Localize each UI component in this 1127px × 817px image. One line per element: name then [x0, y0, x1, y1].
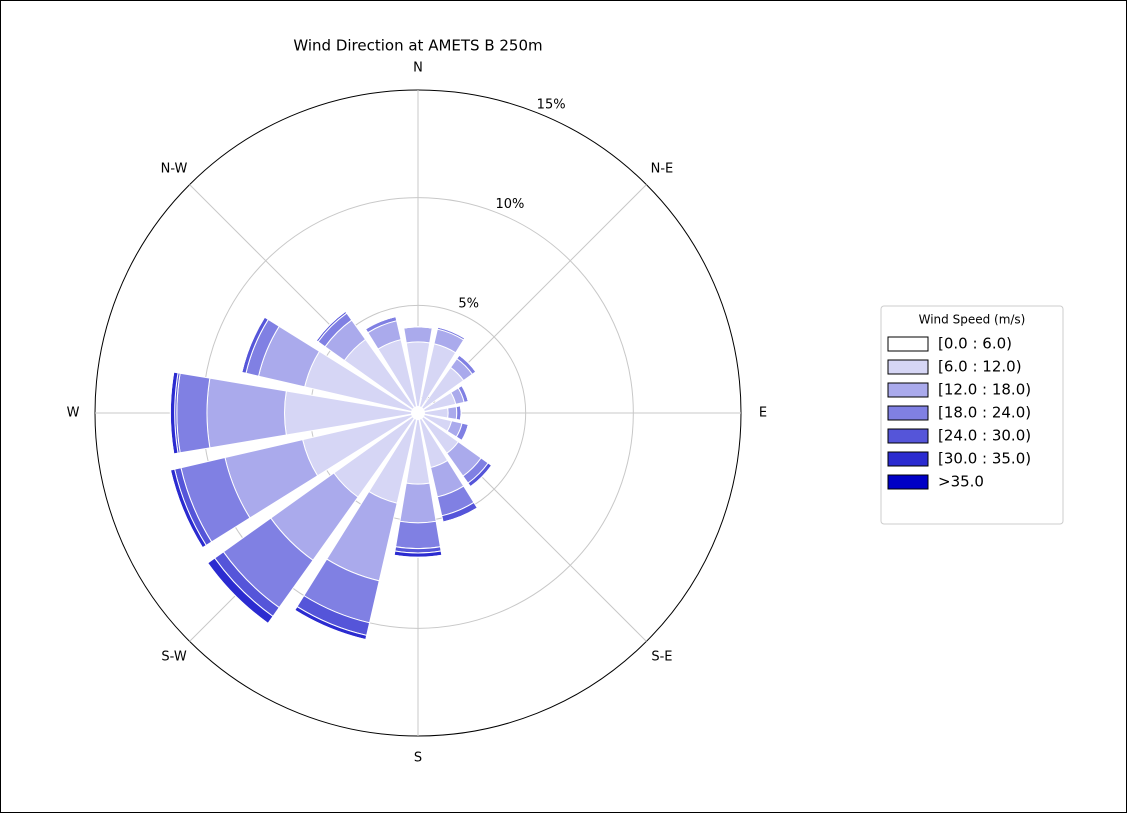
bar-segment: [169, 470, 203, 548]
direction-label: N: [413, 61, 423, 76]
legend-swatch: [887, 359, 929, 375]
bar-segment: [461, 424, 469, 441]
r-tick-label: 10%: [495, 197, 524, 212]
r-tick-label: 5%: [458, 296, 479, 311]
legend-label: [12.0 : 18.0): [938, 381, 1031, 399]
bar-segment: [394, 554, 442, 558]
legend-swatch: [887, 474, 929, 490]
r-tick-label: 15%: [537, 97, 566, 112]
direction-label: S-W: [161, 649, 186, 664]
legend-swatch: [887, 428, 929, 444]
legend-label: [30.0 : 35.0): [938, 450, 1031, 468]
legend-label: >35.0: [938, 473, 984, 491]
direction-label: S-E: [651, 649, 672, 664]
legend-label: [18.0 : 24.0): [938, 404, 1031, 422]
bar-segment: [447, 406, 458, 420]
legend-swatch: [887, 451, 929, 467]
legend-title: Wind Speed (m/s): [919, 313, 1026, 327]
legend-swatch: [887, 405, 929, 421]
legend-label: [0.0 : 6.0): [938, 335, 1012, 353]
bar-segment: [169, 372, 175, 454]
chart-title: Wind Direction at AMETS B 250m: [293, 37, 542, 55]
direction-label: E: [759, 406, 767, 421]
bar-segment: [443, 507, 478, 523]
bar-segment: [206, 377, 287, 449]
direction-label: N-E: [651, 162, 674, 177]
legend-label: [6.0 : 12.0): [938, 358, 1022, 376]
direction-label: N-W: [161, 162, 188, 177]
bar-segment: [458, 354, 477, 373]
legend-swatch: [887, 382, 929, 398]
bar-segment: [403, 326, 433, 344]
bar-segment: [395, 520, 441, 550]
bar-segment: [403, 326, 433, 329]
bar-segment: [399, 482, 437, 524]
bar-segment: [176, 372, 211, 454]
legend-label: [24.0 : 30.0): [938, 427, 1031, 445]
direction-label: S: [414, 751, 422, 766]
direction-label: W: [67, 406, 80, 421]
bar-segment: [459, 405, 462, 421]
legend-swatch: [887, 336, 929, 352]
bar-segment: [207, 562, 269, 624]
